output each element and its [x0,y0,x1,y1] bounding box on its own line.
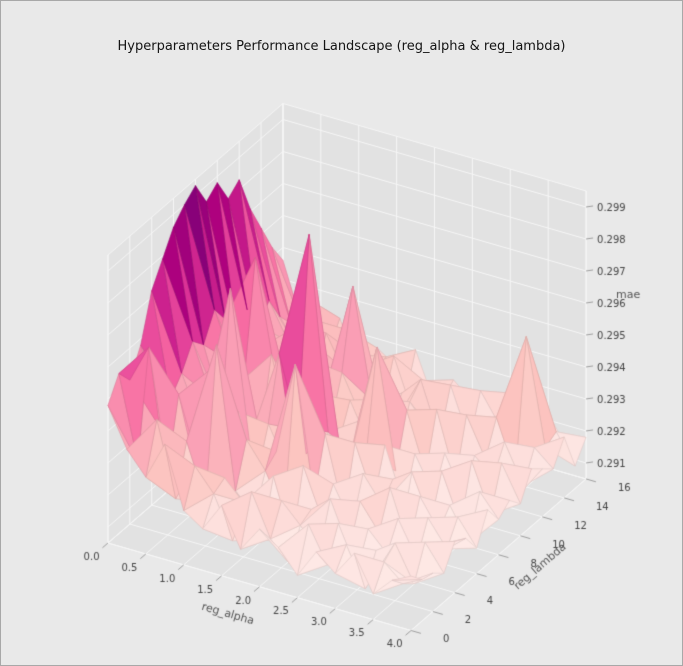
chart-title: Hyperparameters Performance Landscape (r… [117,39,566,54]
